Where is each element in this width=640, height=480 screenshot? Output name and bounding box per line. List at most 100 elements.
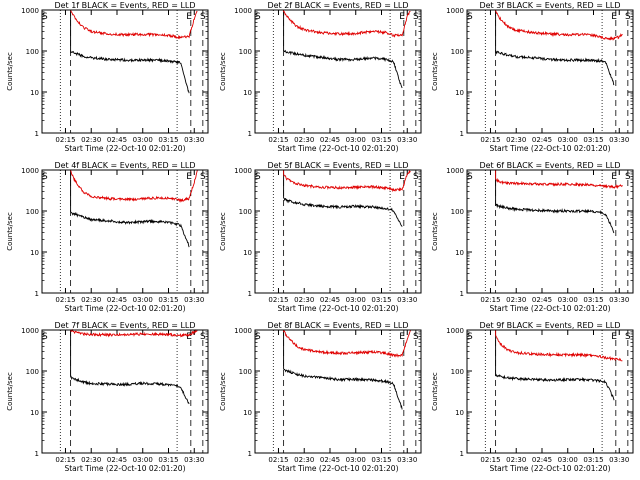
event-marker-label: S (413, 332, 419, 342)
series-line-lld (495, 10, 623, 41)
y-tick-label: 1 (248, 450, 252, 458)
event-marker-label: S (625, 172, 631, 182)
y-tick-label: 1 (35, 130, 39, 138)
chart-panel-8: Det 8f BLACK = Events, RED = LLD Counts/s… (219, 321, 422, 473)
x-axis-label: Start Time (22-Oct-10 02:01:20) (277, 144, 398, 153)
x-tick-label: 03:15 (371, 136, 391, 144)
x-tick-label: 02:45 (532, 456, 552, 464)
x-tick-label: 03:15 (583, 296, 603, 304)
event-marker-label: S (413, 12, 419, 22)
y-tick-label: 100 (239, 48, 252, 56)
x-tick-label: 03:15 (158, 296, 178, 304)
x-tick-label: 03:30 (609, 136, 629, 144)
y-axis-label: Counts/sec (219, 212, 227, 251)
x-tick-label: 02:45 (320, 456, 340, 464)
x-tick-label: 03:15 (371, 456, 391, 464)
event-marker-label: E (186, 172, 192, 182)
y-tick-label: 1 (460, 290, 464, 298)
x-tick-label: 02:15 (480, 296, 500, 304)
x-tick-label: 02:15 (480, 136, 500, 144)
x-tick-label: 03:30 (609, 296, 629, 304)
y-tick-label: 100 (239, 368, 252, 376)
x-axis-label: Start Time (22-Oct-10 02:01:20) (277, 304, 398, 313)
plot-frame (254, 169, 422, 294)
plot-frame (41, 329, 209, 454)
event-marker-label: S (625, 332, 631, 342)
series-line-events (495, 330, 615, 401)
x-axis-label: Start Time (22-Oct-10 02:01:20) (277, 464, 398, 473)
series-line-events (495, 10, 615, 86)
x-tick-label: 02:45 (107, 456, 127, 464)
x-tick-label: 02:45 (320, 136, 340, 144)
x-tick-label: 03:00 (346, 296, 366, 304)
event-marker-label: S (200, 332, 206, 342)
y-tick-label: 1000 (446, 327, 464, 335)
y-tick-label: 10 (243, 409, 252, 417)
event-marker-label: S (413, 172, 419, 182)
chart-title: Det 1f BLACK = Events, RED = LLD (54, 1, 195, 10)
event-marker-label: S (42, 172, 48, 182)
y-tick-label: 1000 (234, 327, 252, 335)
y-axis-label: Counts/sec (6, 52, 14, 91)
event-marker-label: S (255, 172, 261, 182)
x-axis-label: Start Time (22-Oct-10 02:01:20) (64, 144, 185, 153)
series-line-events (70, 10, 190, 94)
y-tick-label: 10 (30, 89, 39, 97)
event-marker-label: S (467, 172, 473, 182)
x-tick-label: 03:30 (397, 296, 417, 304)
event-marker-label: E (399, 172, 405, 182)
y-tick-label: 10 (455, 89, 464, 97)
x-tick-label: 03:00 (133, 456, 153, 464)
chart-panel-5: Det 5f BLACK = Events, RED = LLD Counts/s… (219, 161, 422, 313)
y-axis-label: Counts/sec (431, 212, 439, 251)
chart-panel-4: Det 4f BLACK = Events, RED = LLD Counts/s… (6, 161, 209, 313)
y-tick-label: 10 (455, 249, 464, 257)
chart-panel-2: Det 2f BLACK = Events, RED = LLD Counts/s… (219, 1, 422, 153)
series-line-lld (283, 10, 411, 38)
x-tick-label: 02:30 (81, 456, 101, 464)
event-marker-label: E (186, 12, 192, 22)
y-axis-label: Counts/sec (219, 372, 227, 411)
event-marker-label: E (399, 12, 405, 22)
y-tick-label: 1000 (21, 167, 39, 175)
chart-title: Det 6f BLACK = Events, RED = LLD (479, 161, 620, 170)
x-tick-label: 02:15 (480, 456, 500, 464)
x-tick-label: 02:30 (506, 136, 526, 144)
event-marker-label: S (467, 12, 473, 22)
y-tick-label: 10 (30, 249, 39, 257)
series-line-lld (70, 169, 198, 203)
y-tick-label: 100 (451, 368, 464, 376)
x-tick-label: 03:00 (133, 296, 153, 304)
x-tick-label: 02:30 (294, 136, 314, 144)
x-tick-label: 02:45 (320, 296, 340, 304)
x-tick-label: 03:00 (558, 296, 578, 304)
y-tick-label: 100 (26, 368, 39, 376)
series-line-events (283, 10, 403, 89)
chart-title: Det 7f BLACK = Events, RED = LLD (54, 321, 195, 330)
plot-frame (254, 9, 422, 134)
chart-title: Det 4f BLACK = Events, RED = LLD (54, 161, 195, 170)
x-tick-label: 02:15 (268, 456, 288, 464)
x-tick-label: 02:15 (268, 296, 288, 304)
x-tick-label: 03:15 (158, 456, 178, 464)
chart-panel-9: Det 9f BLACK = Events, RED = LLD Counts/s… (431, 321, 634, 473)
series-line-events (283, 170, 403, 227)
x-tick-label: 03:30 (609, 456, 629, 464)
x-tick-label: 03:30 (184, 296, 204, 304)
x-tick-label: 03:00 (558, 136, 578, 144)
chart-title: Det 8f BLACK = Events, RED = LLD (267, 321, 408, 330)
event-marker-label: S (200, 12, 206, 22)
y-tick-label: 10 (243, 89, 252, 97)
plot-frame (254, 329, 422, 454)
x-tick-label: 02:45 (532, 136, 552, 144)
series-line-events (70, 330, 190, 405)
y-tick-label: 1 (35, 290, 39, 298)
x-tick-label: 02:30 (506, 296, 526, 304)
x-tick-label: 02:15 (55, 456, 75, 464)
x-tick-label: 03:30 (184, 136, 204, 144)
chart-title: Det 2f BLACK = Events, RED = LLD (267, 1, 408, 10)
x-tick-label: 02:15 (268, 136, 288, 144)
chart-panel-6: Det 6f BLACK = Events, RED = LLD Counts/s… (431, 161, 634, 313)
series-line-lld (283, 169, 411, 193)
